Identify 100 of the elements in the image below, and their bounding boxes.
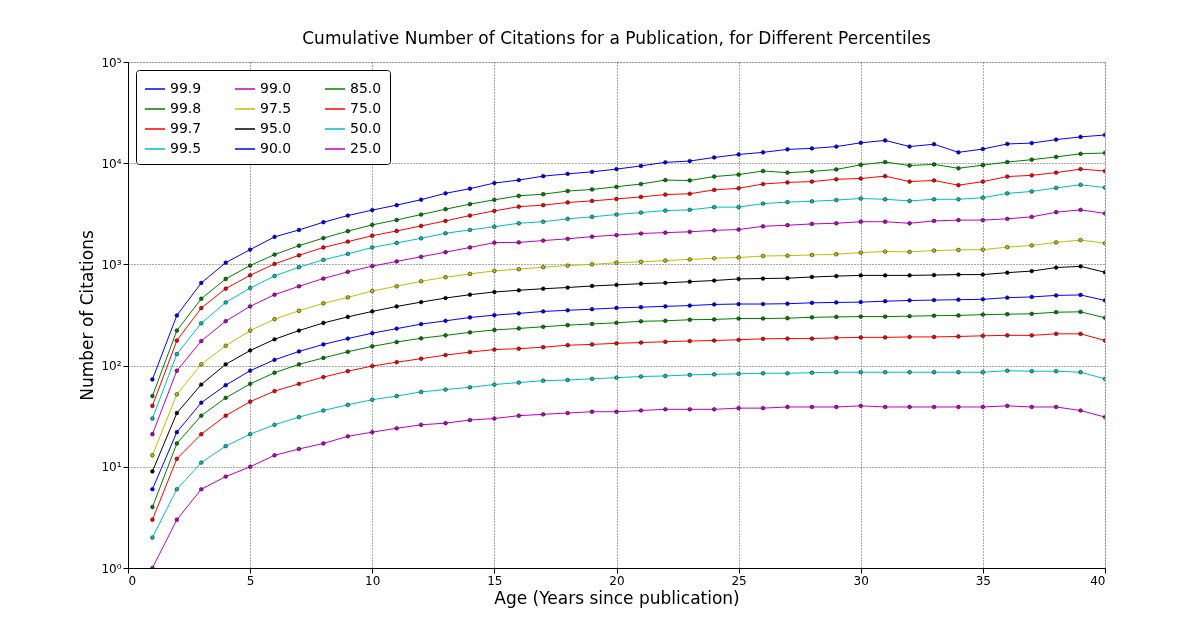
point bbox=[760, 181, 766, 187]
point bbox=[931, 142, 937, 147]
point bbox=[687, 257, 692, 262]
point bbox=[272, 337, 277, 342]
point bbox=[980, 272, 985, 277]
point bbox=[1078, 370, 1083, 375]
x-tick-label: 5 bbox=[246, 573, 255, 588]
point bbox=[370, 331, 375, 336]
x-tick-label: 30 bbox=[853, 573, 869, 588]
point bbox=[565, 343, 570, 348]
point bbox=[541, 174, 546, 179]
point bbox=[1078, 292, 1083, 298]
point bbox=[223, 286, 228, 291]
point bbox=[296, 446, 302, 452]
point bbox=[541, 345, 546, 350]
point bbox=[516, 288, 521, 293]
point bbox=[760, 371, 766, 376]
point bbox=[467, 186, 473, 191]
point bbox=[394, 259, 399, 264]
point bbox=[687, 191, 692, 196]
point bbox=[443, 250, 448, 255]
point bbox=[956, 217, 961, 223]
point bbox=[883, 219, 888, 224]
point bbox=[1078, 408, 1083, 413]
point bbox=[712, 372, 717, 377]
point bbox=[492, 327, 497, 333]
point bbox=[321, 257, 326, 262]
point bbox=[1005, 191, 1010, 196]
point bbox=[223, 300, 228, 305]
point bbox=[1102, 315, 1105, 320]
point bbox=[736, 255, 741, 260]
point bbox=[1102, 338, 1105, 343]
point bbox=[712, 407, 717, 412]
point bbox=[931, 404, 937, 410]
point bbox=[565, 216, 570, 221]
point bbox=[614, 167, 619, 172]
point bbox=[956, 297, 961, 302]
point bbox=[296, 381, 302, 386]
point bbox=[516, 346, 521, 351]
point bbox=[418, 299, 424, 305]
point bbox=[150, 469, 155, 474]
point bbox=[272, 234, 277, 240]
point bbox=[1029, 173, 1034, 178]
point bbox=[321, 408, 326, 413]
point bbox=[443, 333, 448, 338]
point bbox=[541, 192, 546, 197]
point bbox=[370, 344, 375, 349]
point bbox=[785, 199, 790, 205]
point bbox=[248, 368, 253, 373]
point bbox=[150, 504, 155, 510]
point bbox=[809, 199, 815, 204]
y-tick-label: 10⁵ bbox=[101, 55, 122, 70]
point bbox=[443, 275, 448, 280]
point bbox=[272, 252, 277, 257]
point bbox=[1078, 182, 1083, 187]
point bbox=[589, 169, 595, 174]
point bbox=[809, 221, 815, 227]
point bbox=[174, 410, 179, 416]
point bbox=[883, 249, 888, 254]
point bbox=[834, 144, 839, 149]
point bbox=[296, 362, 302, 367]
point bbox=[907, 370, 912, 375]
point bbox=[174, 517, 179, 522]
point bbox=[883, 159, 888, 165]
point bbox=[760, 168, 766, 174]
point bbox=[736, 205, 741, 210]
point bbox=[1102, 211, 1105, 216]
point bbox=[321, 276, 326, 281]
point bbox=[589, 409, 595, 414]
legend-label: 99.5 bbox=[170, 140, 202, 156]
point bbox=[638, 305, 644, 310]
point bbox=[199, 296, 204, 301]
point bbox=[834, 335, 839, 340]
point bbox=[443, 218, 448, 224]
point bbox=[565, 236, 570, 241]
point bbox=[565, 377, 570, 383]
point bbox=[1054, 210, 1059, 215]
line-series bbox=[150, 403, 1105, 568]
point bbox=[321, 220, 326, 225]
point bbox=[956, 370, 961, 375]
point bbox=[809, 404, 815, 410]
point bbox=[345, 213, 350, 218]
point bbox=[663, 339, 668, 344]
point bbox=[1054, 404, 1059, 410]
point bbox=[589, 234, 595, 239]
point bbox=[492, 224, 497, 229]
point bbox=[418, 212, 424, 217]
point bbox=[467, 292, 473, 297]
point bbox=[638, 194, 644, 200]
point bbox=[296, 243, 302, 248]
point bbox=[541, 203, 546, 208]
point bbox=[199, 413, 204, 418]
point bbox=[1029, 140, 1034, 146]
point bbox=[760, 316, 766, 321]
x-axis-title: Age (Years since publication) bbox=[494, 587, 740, 608]
point bbox=[931, 297, 937, 303]
point bbox=[516, 326, 521, 331]
point bbox=[1005, 312, 1010, 317]
point bbox=[223, 260, 228, 265]
point bbox=[370, 233, 375, 238]
